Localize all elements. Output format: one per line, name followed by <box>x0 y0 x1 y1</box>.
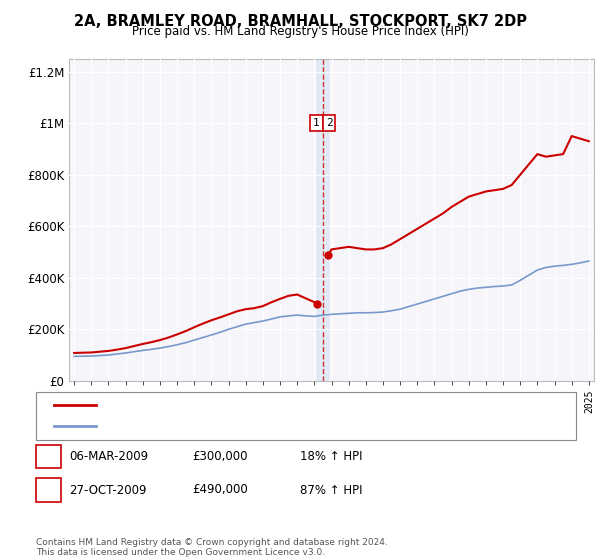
Text: 27-OCT-2009: 27-OCT-2009 <box>69 483 146 497</box>
Text: 18% ↑ HPI: 18% ↑ HPI <box>300 450 362 463</box>
Text: 87% ↑ HPI: 87% ↑ HPI <box>300 483 362 497</box>
Text: 1: 1 <box>313 118 320 128</box>
Text: £490,000: £490,000 <box>192 483 248 497</box>
Bar <box>317 59 328 381</box>
Text: Contains HM Land Registry data © Crown copyright and database right 2024.
This d: Contains HM Land Registry data © Crown c… <box>36 538 388 557</box>
Text: 2: 2 <box>326 118 332 128</box>
Text: 2A, BRAMLEY ROAD, BRAMHALL, STOCKPORT, SK7 2DP (detached house): 2A, BRAMLEY ROAD, BRAMHALL, STOCKPORT, S… <box>105 400 485 410</box>
Text: 06-MAR-2009: 06-MAR-2009 <box>69 450 148 463</box>
Text: £300,000: £300,000 <box>192 450 248 463</box>
Text: HPI: Average price, detached house, Stockport: HPI: Average price, detached house, Stoc… <box>105 421 349 431</box>
Text: 2A, BRAMLEY ROAD, BRAMHALL, STOCKPORT, SK7 2DP: 2A, BRAMLEY ROAD, BRAMHALL, STOCKPORT, S… <box>74 14 527 29</box>
Text: 1: 1 <box>45 450 52 463</box>
Text: 2: 2 <box>45 483 52 497</box>
Text: Price paid vs. HM Land Registry's House Price Index (HPI): Price paid vs. HM Land Registry's House … <box>131 25 469 38</box>
